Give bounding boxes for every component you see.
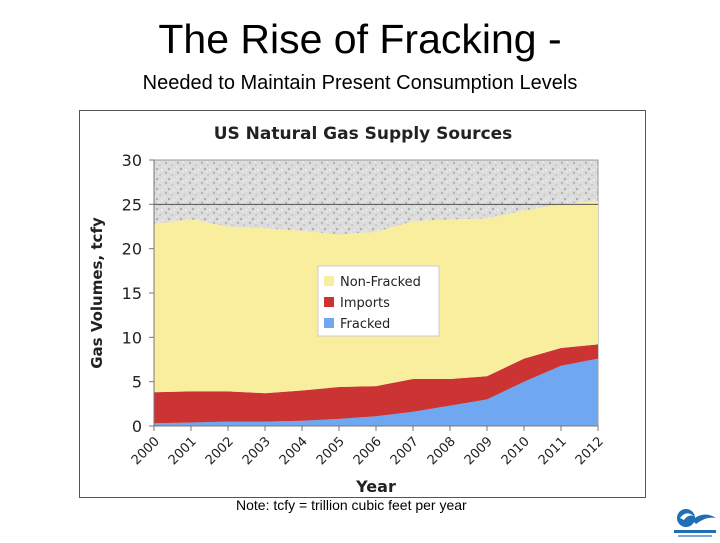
legend-box	[317, 265, 440, 337]
y-tick-label: 5	[132, 373, 142, 392]
legend-label-imports: Imports	[340, 296, 390, 311]
y-tick-label: 0	[132, 417, 142, 436]
legend: Non-Fracked Imports Fracked	[317, 265, 440, 337]
wind-action-group-logo	[672, 508, 718, 538]
legend-label-non-fracked: Non-Fracked	[340, 275, 421, 290]
y-axis-label: Gas Volumes, tcfy	[88, 217, 106, 369]
footnote: Note: tcfy = trillion cubic feet per yea…	[236, 497, 467, 513]
x-tick-label: 2002	[203, 434, 237, 468]
area-imports	[154, 344, 598, 424]
slide-title: The Rise of Fracking -	[158, 16, 562, 62]
y-tick-label: 20	[122, 240, 142, 259]
x-tick-label: 2004	[277, 434, 311, 468]
x-tick-label: 2003	[240, 434, 274, 468]
y-tick-label: 30	[122, 151, 142, 170]
area-fracked	[154, 358, 598, 426]
x-axis-label: Year	[355, 477, 396, 496]
x-tick-label: 2012	[573, 434, 607, 468]
y-tick-label: 25	[122, 195, 142, 214]
x-tick-label: 2000	[129, 434, 163, 468]
x-tick-label: 2006	[351, 434, 385, 468]
x-tick-label: 2005	[314, 434, 348, 468]
legend-swatch-imports	[324, 297, 334, 307]
x-axis: 2000 2001 2002 2003 2004 2005 2006 2007 2008 2009…	[129, 425, 607, 468]
x-tick-label: 2009	[462, 434, 496, 468]
chart-title: US Natural Gas Supply Sources	[214, 124, 513, 144]
chart-frame: US Natural Gas Supply Sources 0 5 10 15 20 25…	[79, 110, 646, 498]
area-chart: US Natural Gas Supply Sources 0 5 10 15 20 25…	[88, 124, 607, 496]
x-tick-label: 2011	[536, 434, 570, 468]
y-axis: 0 5 10 15 20 25 30	[122, 151, 155, 436]
x-tick-label: 2010	[499, 434, 533, 468]
y-tick-label: 10	[122, 328, 142, 347]
x-tick-label: 2008	[425, 434, 459, 468]
legend-swatch-fracked	[324, 318, 334, 328]
y-tick-label: 15	[122, 284, 142, 303]
slide-subtitle: Needed to Maintain Present Consumption L…	[142, 72, 578, 94]
legend-swatch-non-fracked	[324, 276, 334, 286]
x-tick-label: 2007	[388, 434, 422, 468]
legend-label-fracked: Fracked	[340, 317, 390, 332]
x-tick-label: 2001	[166, 434, 200, 468]
